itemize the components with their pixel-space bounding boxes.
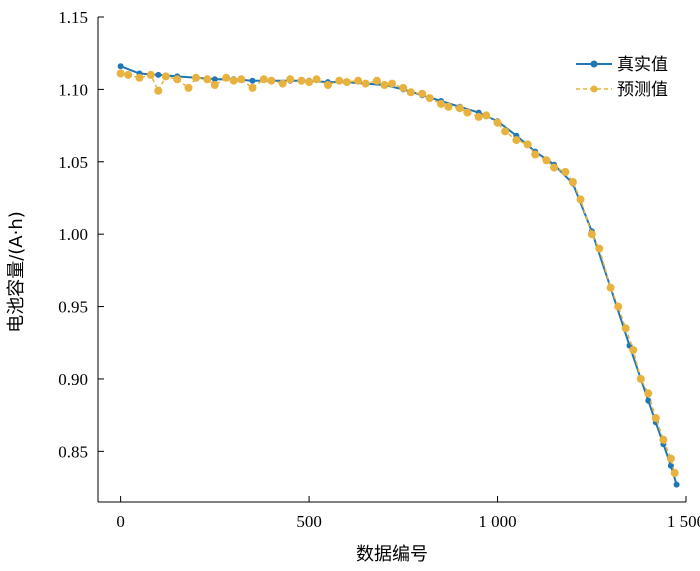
legend-label-predicted: 预测值 xyxy=(617,80,668,100)
data-point xyxy=(645,397,652,404)
data-point xyxy=(380,81,389,89)
data-point xyxy=(568,178,577,186)
data-point xyxy=(161,72,170,81)
data-point xyxy=(399,83,408,92)
data-point xyxy=(493,118,502,127)
data-point xyxy=(259,75,268,84)
data-point xyxy=(335,76,344,85)
data-point xyxy=(474,112,483,121)
data-point xyxy=(229,76,238,85)
data-point xyxy=(673,481,680,488)
y-tick-label: 1.00 xyxy=(58,225,88,244)
data-point xyxy=(248,83,257,92)
data-point xyxy=(629,346,638,354)
data-point xyxy=(550,163,559,172)
data-point xyxy=(312,75,321,84)
data-point xyxy=(621,324,630,333)
y-tick-label: 1.05 xyxy=(58,153,88,172)
x-tick-label: 0 xyxy=(116,512,125,531)
data-point xyxy=(531,150,540,159)
data-point xyxy=(666,454,675,463)
data-point xyxy=(116,69,125,78)
data-point xyxy=(278,79,287,88)
data-point xyxy=(354,76,363,85)
data-point xyxy=(203,75,212,84)
data-point xyxy=(146,70,155,79)
data-point xyxy=(267,76,276,85)
data-point xyxy=(501,127,510,136)
x-axis-title: 数据编号 xyxy=(356,544,428,565)
y-axis-ticks: 0.85 0.90 0.95 1.00 1.05 1.10 1.15 xyxy=(58,8,104,461)
data-point xyxy=(482,111,491,120)
data-point xyxy=(237,75,246,84)
data-point xyxy=(249,77,256,84)
plot-frame xyxy=(97,17,686,503)
data-point xyxy=(463,108,472,117)
data-point xyxy=(614,302,623,311)
data-point xyxy=(124,70,133,79)
data-point xyxy=(323,81,332,89)
data-point xyxy=(192,73,200,82)
data-point xyxy=(595,244,604,253)
data-point xyxy=(437,99,445,108)
series-layer xyxy=(116,63,680,488)
data-point xyxy=(406,88,415,97)
data-point xyxy=(135,73,144,82)
data-point xyxy=(211,76,218,83)
x-axis-ticks: 0 500 1 000 1 500 xyxy=(116,496,700,531)
data-point xyxy=(342,78,351,87)
y-tick-label: 0.90 xyxy=(58,370,88,389)
y-tick-label: 1.10 xyxy=(58,80,88,99)
legend-marker-predicted xyxy=(590,85,598,93)
data-point xyxy=(372,76,381,85)
x-tick-label: 500 xyxy=(296,512,322,531)
data-point xyxy=(286,75,295,84)
series-line xyxy=(120,72,676,474)
series-line xyxy=(120,65,678,485)
legend-marker-actual xyxy=(590,60,598,68)
data-point xyxy=(361,79,370,88)
data-point xyxy=(512,136,521,145)
data-point xyxy=(222,73,231,82)
y-tick-label: 0.85 xyxy=(58,442,88,461)
legend: 真实值 预测值 xyxy=(576,55,668,100)
y-tick-label: 0.95 xyxy=(58,298,88,317)
data-point xyxy=(184,83,193,92)
data-point xyxy=(644,389,653,398)
x-tick-label: 1 000 xyxy=(478,512,516,531)
data-point xyxy=(670,469,679,477)
data-point xyxy=(561,167,570,176)
series-predicted xyxy=(116,69,679,477)
legend-label-actual: 真实值 xyxy=(617,55,668,75)
data-point xyxy=(542,156,551,165)
data-point xyxy=(297,76,306,85)
data-point xyxy=(606,283,615,292)
data-point xyxy=(418,89,427,98)
data-point xyxy=(667,462,674,469)
x-tick-label: 1 500 xyxy=(667,512,700,531)
series-actual xyxy=(117,63,680,488)
data-point xyxy=(651,414,660,422)
data-point xyxy=(576,195,585,204)
data-point xyxy=(305,78,314,87)
data-point xyxy=(155,71,162,78)
data-point xyxy=(455,104,464,113)
data-point xyxy=(154,86,163,95)
y-axis-title: 电池容量/(A·h) xyxy=(6,211,27,333)
data-point xyxy=(425,94,434,103)
data-point xyxy=(210,81,219,89)
data-point xyxy=(173,75,182,84)
data-point xyxy=(444,102,453,111)
y-tick-label: 1.15 xyxy=(58,8,88,27)
data-point xyxy=(636,374,645,383)
data-point xyxy=(117,63,124,70)
data-point xyxy=(523,140,532,149)
data-point xyxy=(587,230,596,239)
data-point xyxy=(659,435,668,444)
data-point xyxy=(388,79,396,88)
